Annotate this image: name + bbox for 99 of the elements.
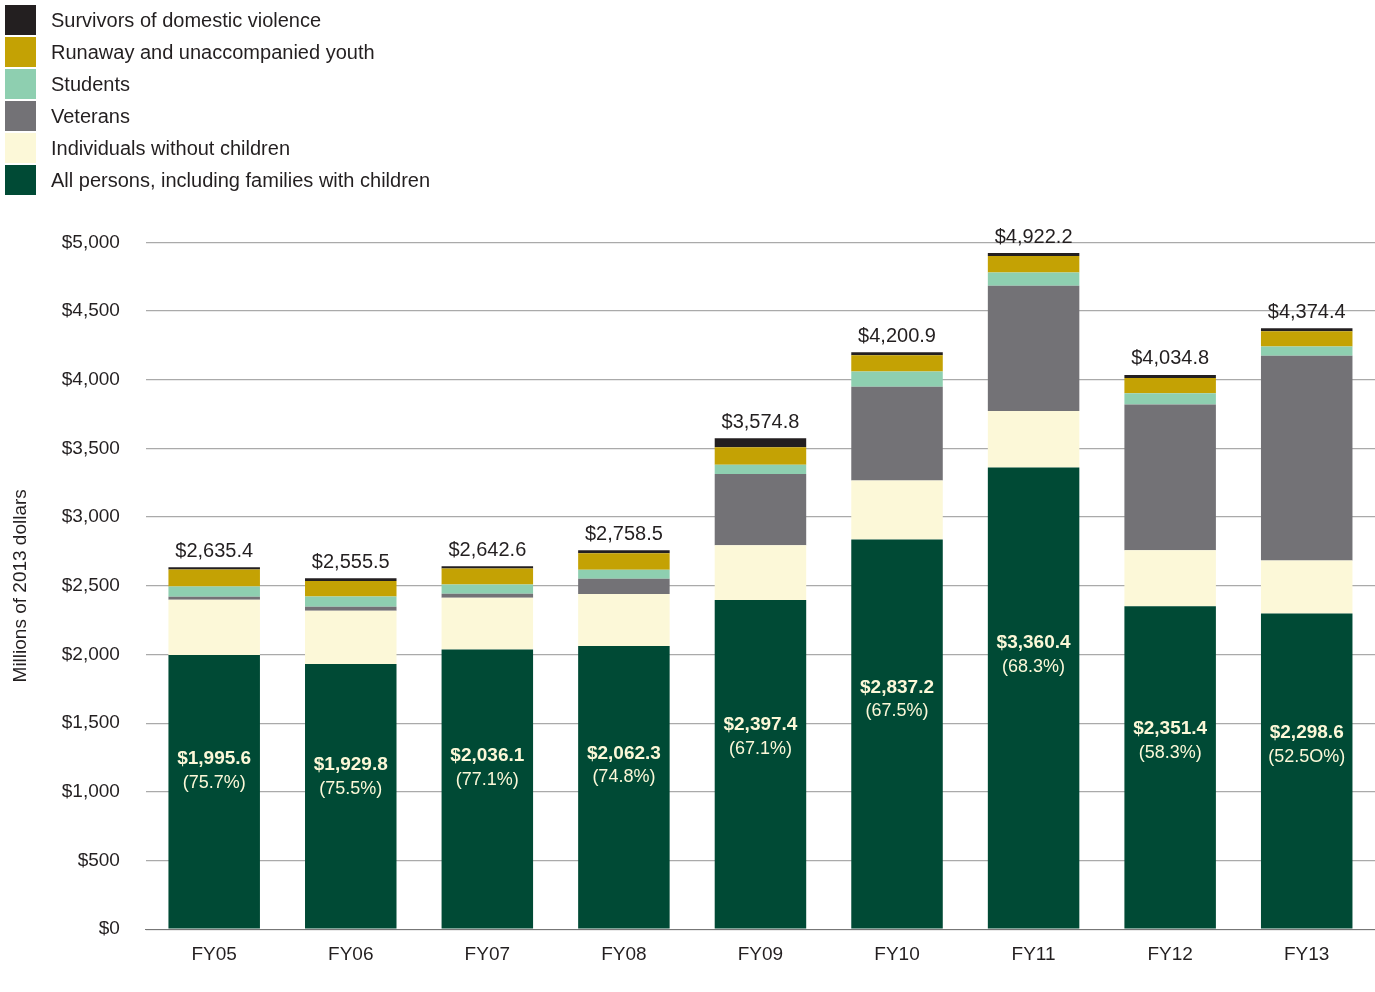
bar	[851, 371, 943, 387]
bar	[987, 467, 1080, 929]
bar	[441, 593, 534, 598]
data-label: $2,351.4 (58.3%)	[1133, 716, 1208, 762]
y-tick-label: $1,500	[61, 711, 120, 733]
data-label: $2,837.2 (67.5%)	[860, 675, 935, 721]
bar	[441, 584, 534, 594]
bar	[1124, 550, 1216, 607]
legend-label: Students	[51, 72, 130, 96]
bar	[578, 645, 670, 929]
bar	[1260, 331, 1353, 347]
data-label: $3,360.4 (68.3%)	[996, 631, 1071, 676]
bar	[714, 599, 807, 929]
bar	[1260, 328, 1353, 332]
x-tick-label: FY10	[874, 942, 920, 964]
y-tick-label: $3,500	[61, 436, 120, 458]
bar	[305, 580, 397, 597]
data-label: $2,397.4 (67.1%)	[723, 713, 798, 758]
total-label: $2,555.5	[311, 549, 390, 572]
total-label: $3,574.8	[721, 409, 800, 432]
bar	[578, 569, 670, 579]
bar	[1124, 374, 1216, 378]
data-label: $1,995.6 (75.7%)	[177, 747, 252, 792]
y-tick-label: $4,000	[61, 367, 120, 389]
bar	[987, 253, 1080, 257]
bar	[168, 569, 260, 587]
total-label: $4,034.8	[1131, 346, 1210, 369]
x-tick-label: FY12	[1147, 942, 1193, 964]
bar	[305, 596, 397, 607]
bar	[168, 599, 260, 656]
x-tick-label: FY07	[464, 942, 511, 964]
total-label: $4,200.9	[858, 323, 936, 346]
bar	[168, 596, 260, 600]
bar	[578, 578, 670, 595]
bar	[987, 410, 1080, 468]
bar	[441, 597, 534, 650]
bar	[851, 352, 943, 356]
legend-label: Veterans	[51, 104, 130, 128]
bar	[1124, 393, 1216, 405]
bar	[168, 655, 260, 929]
bar	[441, 649, 534, 929]
bar	[1260, 560, 1353, 614]
bar	[305, 664, 397, 929]
data-label: $2,036.1 (77.1%)	[450, 743, 525, 789]
bar	[987, 285, 1080, 411]
bar	[714, 438, 807, 448]
data-label: $2,062.3 (74.8%)	[586, 741, 661, 787]
bar	[987, 272, 1080, 286]
legend-label: Survivors of domestic violence	[51, 8, 322, 32]
bar	[714, 447, 807, 465]
bar	[168, 567, 260, 570]
y-tick-label: $2,500	[61, 574, 120, 596]
data-label: $1,929.8 (75.5%)	[313, 752, 388, 798]
total-label: $2,642.6	[448, 537, 527, 560]
y-tick-label: $2,000	[61, 642, 120, 664]
bar	[305, 610, 397, 665]
x-tick-label: FY11	[1011, 942, 1056, 964]
bar	[1260, 613, 1353, 929]
y-tick-label: $0	[98, 917, 120, 939]
bar	[441, 566, 534, 569]
total-label: $4,374.4	[1267, 299, 1346, 322]
bar	[987, 256, 1080, 273]
bar	[714, 464, 807, 474]
legend-label: All persons, including families with children	[51, 168, 431, 192]
bar	[851, 539, 943, 929]
bar	[1260, 355, 1353, 561]
total-label: $2,758.5	[584, 521, 663, 544]
x-tick-label: FY09	[737, 942, 784, 964]
bar	[305, 606, 397, 611]
bar	[578, 594, 670, 646]
bar	[714, 545, 807, 600]
bar	[441, 568, 534, 585]
bar	[851, 355, 943, 372]
x-tick-label: FY08	[601, 942, 647, 964]
bar	[851, 386, 943, 481]
bar	[578, 553, 670, 570]
x-tick-label: FY05	[191, 942, 237, 964]
bar	[1260, 346, 1353, 356]
x-tick-label: FY06	[328, 942, 374, 964]
total-label: $4,922.2	[994, 224, 1073, 247]
y-tick-label: $3,000	[61, 505, 120, 527]
total-label: $2,635.4	[175, 538, 254, 561]
bar	[168, 586, 260, 597]
bar	[1124, 606, 1216, 929]
legend-label: Individuals without children	[51, 136, 291, 160]
bar	[1124, 378, 1216, 394]
x-tick-label: FY13	[1284, 942, 1330, 964]
y-tick-label: $500	[77, 848, 120, 870]
y-tick-label: $5,000	[61, 230, 120, 252]
legend-label: Runaway and unaccompanied youth	[51, 40, 375, 64]
bar	[714, 473, 807, 546]
y-axis-title: Millions of 2013 dollars	[8, 489, 30, 683]
bar	[1124, 404, 1216, 551]
y-tick-label: $4,500	[61, 299, 120, 321]
bar	[578, 550, 670, 554]
y-tick-label: $1,000	[61, 780, 120, 802]
bar	[305, 578, 397, 581]
bar	[851, 480, 943, 540]
data-label: $2,298.6 (52.5O%)	[1268, 721, 1346, 767]
